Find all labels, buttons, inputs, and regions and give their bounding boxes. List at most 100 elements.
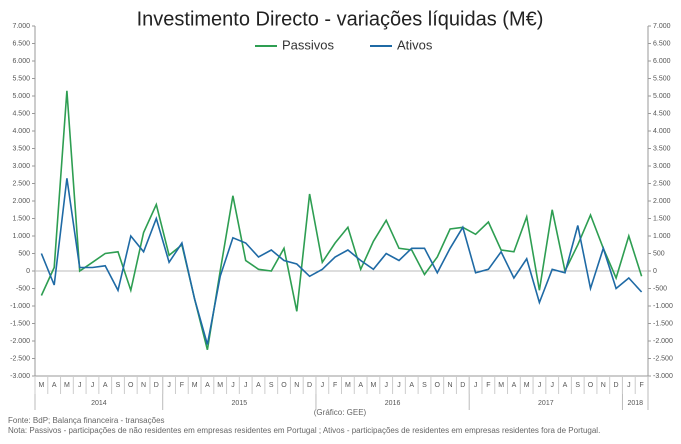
y2-tick-label: 4.500 xyxy=(653,110,671,117)
y-tick-label: 1.000 xyxy=(12,233,30,240)
y-tick-label: -1.500 xyxy=(10,320,30,327)
y2-tick-label: 1.000 xyxy=(653,233,671,240)
x-tick-label: S xyxy=(575,382,580,389)
x-tick-label: M xyxy=(524,382,530,389)
series-line xyxy=(40,178,643,345)
x-tick-label: M xyxy=(192,382,198,389)
y-tick-label: 3.500 xyxy=(12,145,30,152)
x-tick-label: M xyxy=(64,382,70,389)
y2-tick-label: 6.500 xyxy=(653,40,671,47)
legend-label: Ativos xyxy=(397,37,433,52)
x-tick-label: J xyxy=(474,382,478,389)
x-tick-label: A xyxy=(409,382,414,389)
x-tick-label: N xyxy=(601,382,606,389)
x-tick-label: D xyxy=(307,382,312,389)
y2-tick-label: -1.500 xyxy=(653,320,673,327)
x-tick-label: N xyxy=(141,382,146,389)
y-tick-label: -2.500 xyxy=(10,355,30,362)
x-tick-label: O xyxy=(128,382,134,389)
x-tick-label: J xyxy=(167,382,171,389)
x-tick-label: J xyxy=(231,382,235,389)
y2-tick-label: 500 xyxy=(653,250,665,257)
y2-tick-label: -500 xyxy=(653,285,667,292)
x-tick-label: N xyxy=(294,382,299,389)
x-tick-label: A xyxy=(205,382,210,389)
x-tick-label: S xyxy=(269,382,274,389)
group-label: 2018 xyxy=(627,400,643,407)
y-tick-label: 500 xyxy=(18,250,30,257)
y2-tick-label: 7.000 xyxy=(653,23,671,30)
y2-tick-label: 0 xyxy=(653,268,657,275)
x-tick-label: O xyxy=(281,382,287,389)
y-tick-label: 5.500 xyxy=(12,75,30,82)
y2-tick-label: -2.500 xyxy=(653,355,673,362)
x-tick-label: M xyxy=(217,382,223,389)
group-label: 2017 xyxy=(538,400,554,407)
x-tick-label: J xyxy=(538,382,542,389)
y-tick-label: 6.500 xyxy=(12,40,30,47)
x-tick-label: A xyxy=(103,382,108,389)
y-tick-label: -1.000 xyxy=(10,303,30,310)
x-tick-label: N xyxy=(448,382,453,389)
y-tick-label: -2.000 xyxy=(10,338,30,345)
x-tick-label: M xyxy=(38,382,44,389)
x-tick-label: D xyxy=(460,382,465,389)
x-tick-label: F xyxy=(639,382,643,389)
x-tick-label: J xyxy=(627,382,631,389)
y-tick-label: -3.000 xyxy=(10,373,30,380)
y2-tick-label: 1.500 xyxy=(653,215,671,222)
y2-tick-label: 3.500 xyxy=(653,145,671,152)
x-tick-label: O xyxy=(588,382,594,389)
y-tick-label: 5.000 xyxy=(12,93,30,100)
group-label: 2015 xyxy=(232,400,248,407)
y2-tick-label: 2.500 xyxy=(653,180,671,187)
x-tick-label: M xyxy=(498,382,504,389)
x-tick-label: A xyxy=(563,382,568,389)
x-tick-label: D xyxy=(614,382,619,389)
y2-tick-label: 5.000 xyxy=(653,93,671,100)
y-tick-label: 6.000 xyxy=(12,58,30,65)
group-label: 2014 xyxy=(91,400,107,407)
y2-tick-label: 4.000 xyxy=(653,128,671,135)
x-tick-label: J xyxy=(91,382,95,389)
y2-tick-label: -1.000 xyxy=(653,303,673,310)
y-tick-label: 2.500 xyxy=(12,180,30,187)
y2-tick-label: 6.000 xyxy=(653,58,671,65)
y-tick-label: -500 xyxy=(16,285,30,292)
x-tick-label: F xyxy=(486,382,490,389)
y2-tick-label: 3.000 xyxy=(653,163,671,170)
x-tick-label: J xyxy=(550,382,554,389)
x-tick-label: O xyxy=(435,382,441,389)
x-tick-label: F xyxy=(180,382,184,389)
y2-tick-label: 5.500 xyxy=(653,75,671,82)
y2-tick-label: 2.000 xyxy=(653,198,671,205)
x-tick-label: A xyxy=(512,382,517,389)
x-tick-label: S xyxy=(116,382,121,389)
credit: (Gráfico: GEE) xyxy=(314,408,367,417)
x-tick-label: A xyxy=(52,382,57,389)
source: Fonte: BdP; Balança financeira - transaç… xyxy=(8,416,165,425)
x-tick-label: S xyxy=(422,382,427,389)
y-tick-label: 0 xyxy=(26,268,30,275)
y-tick-label: 4.500 xyxy=(12,110,30,117)
x-tick-label: J xyxy=(78,382,82,389)
y-tick-label: 1.500 xyxy=(12,215,30,222)
x-tick-label: A xyxy=(256,382,261,389)
series-line xyxy=(40,90,643,350)
x-tick-label: M xyxy=(371,382,377,389)
x-tick-label: F xyxy=(333,382,337,389)
x-tick-label: J xyxy=(321,382,325,389)
y-tick-label: 4.000 xyxy=(12,128,30,135)
x-tick-label: D xyxy=(154,382,159,389)
group-label: 2016 xyxy=(385,400,401,407)
x-tick-label: J xyxy=(244,382,248,389)
y-tick-label: 7.000 xyxy=(12,23,30,30)
x-tick-label: A xyxy=(358,382,363,389)
note: Nota: Passivos - participações de não re… xyxy=(8,426,600,435)
y-tick-label: 2.000 xyxy=(12,198,30,205)
y-tick-label: 3.000 xyxy=(12,163,30,170)
x-tick-label: J xyxy=(397,382,401,389)
x-tick-label: M xyxy=(345,382,351,389)
y2-tick-label: -3.000 xyxy=(653,373,673,380)
